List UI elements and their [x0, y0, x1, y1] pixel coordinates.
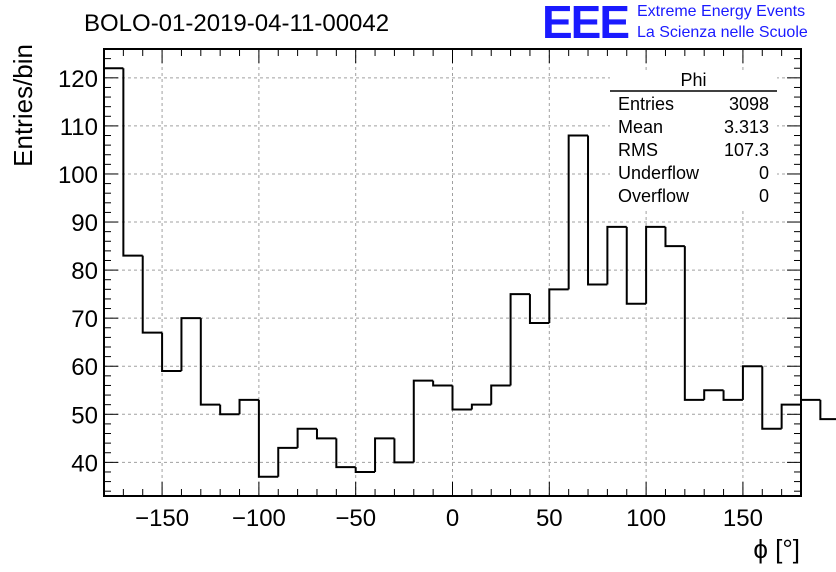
x-tick-label: 0 — [446, 505, 459, 532]
stats-box-background — [610, 70, 777, 208]
y-tick-label: 90 — [71, 210, 98, 237]
stats-box: Phi Entries 3098 Mean 3.313 RMS 107.3 Underflow… — [610, 70, 777, 208]
histogram-bin — [180, 317, 201, 372]
histogram-bin — [664, 226, 685, 248]
y-tick-label: 40 — [71, 450, 98, 477]
stats-row-label: Overflow — [618, 186, 690, 206]
histogram-bin — [761, 366, 782, 430]
histogram-bin — [548, 288, 569, 323]
y-axis-label: Entries/bin — [8, 44, 38, 167]
histogram-bin — [257, 399, 279, 478]
y-tick-label: 120 — [58, 66, 98, 93]
y-tick-label: 60 — [71, 354, 98, 381]
stats-row-value: 3.313 — [724, 117, 769, 137]
logo-text-line1: Extreme Energy Events — [637, 3, 806, 20]
histogram-bin — [819, 399, 836, 421]
y-tick-label: 110 — [60, 114, 98, 141]
histogram-bin — [219, 404, 240, 416]
x-tick-label: 100 — [626, 505, 666, 532]
stats-row-value: 0 — [759, 186, 769, 206]
histogram-bin — [122, 68, 143, 257]
histogram-bin — [335, 438, 356, 469]
histogram-bin — [315, 428, 337, 440]
histogram-bin — [354, 467, 376, 473]
histogram-bin — [528, 294, 550, 324]
axes: −150 −100 −50 0 50 100 150 40 50 60 70 80 90 100 110 12… — [58, 48, 802, 532]
histogram-bin — [722, 390, 743, 401]
histogram-bin — [606, 225, 627, 285]
histogram-bin — [141, 255, 163, 334]
histogram-bin — [161, 332, 182, 373]
histogram-bin — [567, 134, 589, 290]
histogram-bin — [277, 446, 298, 477]
histogram-bin — [625, 226, 647, 305]
x-axis-label: ϕ [°] — [753, 534, 800, 564]
stats-box-title: Phi — [680, 70, 706, 90]
histogram-bin — [490, 384, 511, 405]
y-tick-label: 50 — [71, 402, 98, 429]
stats-row-value: 3098 — [729, 94, 769, 114]
histogram-bin — [199, 318, 221, 406]
stats-row-label: Entries — [618, 94, 674, 114]
histogram-bin — [451, 385, 472, 411]
logo-text-line2: La Scienza nelle Scuole — [637, 24, 808, 41]
stats-row-value: 0 — [759, 163, 769, 183]
x-tick-label: 150 — [723, 505, 763, 532]
eee-logo: EEE Extreme Energy Events La Scienza nel… — [542, 0, 832, 48]
histogram-bin — [238, 398, 259, 415]
stats-row-value: 107.3 — [724, 140, 769, 160]
histogram-bin — [741, 365, 763, 400]
histogram-bin — [296, 427, 317, 448]
histogram-bin — [800, 398, 821, 405]
x-tick-label: −50 — [335, 505, 376, 532]
stats-row-label: RMS — [618, 140, 658, 160]
histogram-bin — [509, 293, 530, 386]
histogram-bin — [470, 403, 492, 410]
histogram-bin — [103, 67, 124, 496]
histogram-bin — [393, 438, 414, 464]
histogram-bin — [412, 379, 434, 463]
histogram-title: BOLO-01-2019-04-11-00042 — [84, 10, 390, 37]
histogram-bin — [587, 135, 608, 286]
stats-row-label: Mean — [618, 117, 663, 137]
y-tick-label: 80 — [71, 258, 98, 285]
x-tick-label: −100 — [232, 505, 286, 532]
logo-mark: EEE — [542, 0, 630, 48]
histogram-bin — [703, 389, 724, 400]
stats-row-label: Underflow — [618, 163, 700, 183]
histogram-bin — [683, 246, 705, 401]
x-tick-label: 50 — [536, 505, 563, 532]
y-tick-label: 70 — [71, 306, 98, 333]
histogram-bin — [374, 437, 395, 472]
histogram-bin — [432, 380, 453, 387]
histogram-bin — [645, 225, 666, 304]
x-tick-label: −150 — [135, 505, 189, 532]
histogram-bin — [780, 403, 801, 429]
y-tick-label: 100 — [58, 162, 98, 189]
